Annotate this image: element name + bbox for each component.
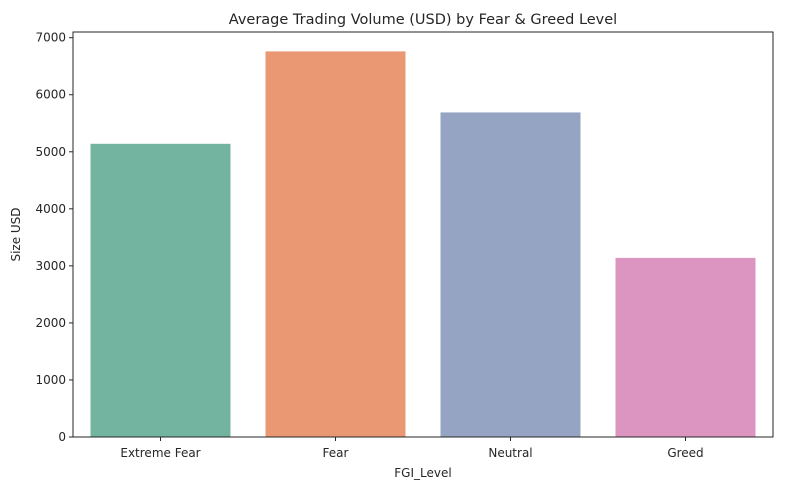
- bar-extreme-fear: [90, 143, 231, 438]
- y-tick-label: 7000: [35, 31, 66, 45]
- x-tick-label: Extreme Fear: [120, 446, 200, 460]
- y-tick-label: 5000: [35, 145, 66, 159]
- y-axis-label: Size USD: [9, 207, 23, 261]
- x-axis-label: FGI_Level: [394, 466, 451, 480]
- y-tick-label: 6000: [35, 88, 66, 102]
- chart-title: Average Trading Volume (USD) by Fear & G…: [229, 12, 617, 28]
- y-tick-label: 2000: [35, 316, 66, 330]
- bar-fear: [265, 51, 406, 437]
- bar-neutral: [440, 112, 581, 438]
- y-tick-label: 0: [58, 430, 66, 444]
- y-tick-label: 3000: [35, 259, 66, 273]
- x-tick-label: Greed: [667, 446, 703, 460]
- bar-greed: [615, 257, 756, 437]
- plot-frame: [72, 31, 774, 438]
- x-tick-label: Neutral: [488, 446, 532, 460]
- y-tick-label: 1000: [35, 373, 66, 387]
- x-tick-label: Fear: [323, 446, 349, 460]
- y-tick-label: 4000: [35, 202, 66, 216]
